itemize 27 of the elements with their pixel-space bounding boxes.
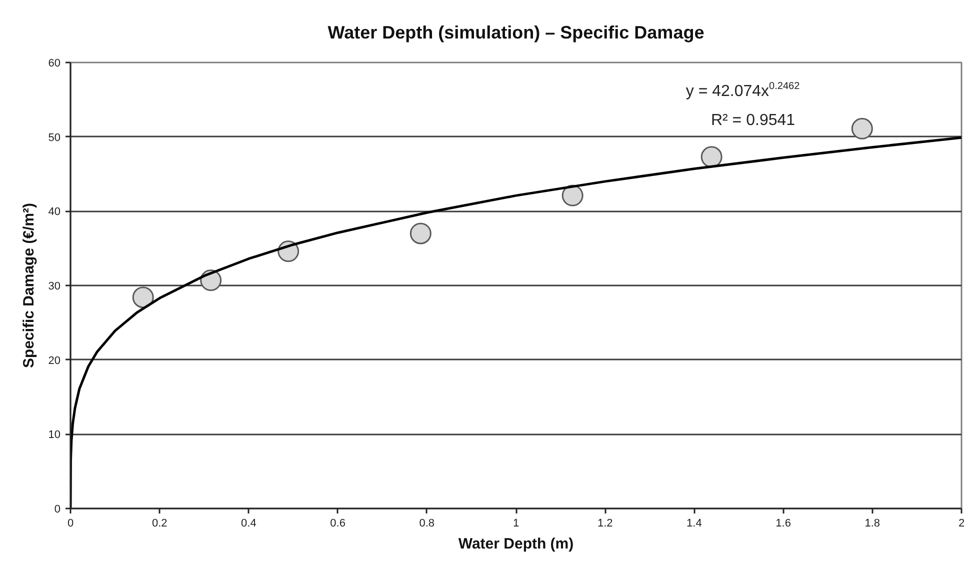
y-tick-label: 10 [48, 429, 61, 442]
x-tick-label: 2 [958, 518, 965, 530]
x-tick-label: 0 [67, 518, 74, 530]
y-tick-label: 0 [54, 504, 61, 516]
chart-title: Water Depth (simulation) – Specific Damage [328, 22, 704, 42]
point [410, 222, 432, 244]
y-tick-label: 40 [48, 206, 61, 218]
point [851, 118, 873, 140]
x-tick-label: 1.4 [686, 518, 702, 530]
x-tick-label: 0.4 [241, 518, 256, 530]
x-tick-label: 1.2 [597, 518, 613, 530]
annotation: R² = 0.9541 [710, 112, 796, 129]
y-tick-label: 50 [48, 132, 61, 144]
x-tick-label: 1.6 [776, 518, 791, 530]
x-tick-label: 1 [512, 518, 520, 530]
point [700, 146, 722, 168]
y-axis-title: Specific Damage (€/m²) [20, 202, 38, 368]
y-tick-label: 60 [48, 58, 61, 70]
y-tick-label: 30 [48, 280, 61, 292]
x-tick-label: 0.8 [419, 518, 435, 530]
x-tick-label: 0.6 [330, 518, 346, 530]
x-tick-label: 1.8 [864, 518, 880, 530]
point [562, 184, 584, 206]
x-tick-label: 0.2 [152, 518, 168, 530]
point [132, 286, 154, 308]
y-tick-label: 20 [48, 354, 61, 367]
x-axis-title: Water Depth (m) [458, 536, 574, 552]
